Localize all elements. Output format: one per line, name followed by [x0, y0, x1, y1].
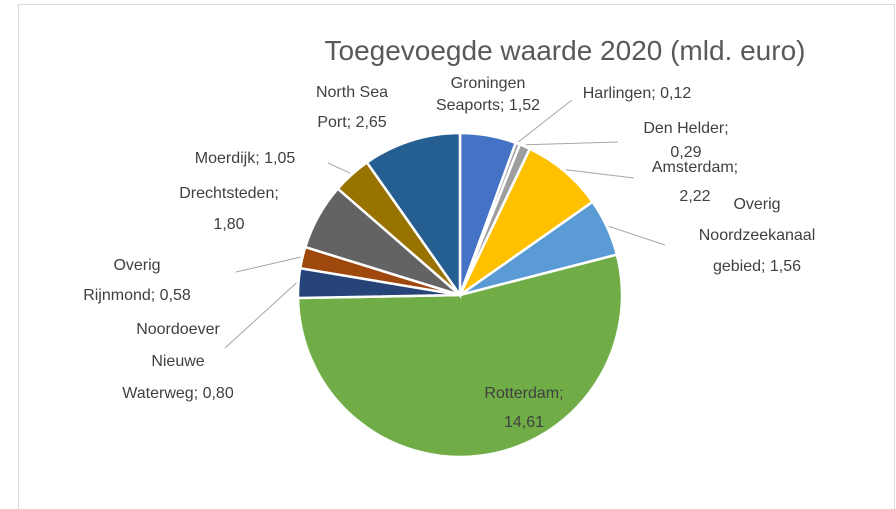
leader-line: [608, 225, 666, 246]
leader-line: [224, 282, 297, 349]
leader-line: [235, 256, 301, 273]
leader-line: [518, 99, 573, 143]
chart-title: Toegevoegde waarde 2020 (mld. euro): [325, 35, 806, 66]
data-label: Rotterdam; 14,61: [484, 385, 563, 431]
data-label: Overig Rijnmond; 0,58: [83, 257, 191, 304]
pie-slice: [296, 253, 624, 459]
leader-line: [327, 162, 351, 174]
data-label: Groningen Seaports; 1,52: [436, 75, 540, 114]
data-label: Drechtsteden; 1,80: [179, 185, 279, 233]
data-label: Overig Noordzeekanaal gebied; 1,56: [699, 196, 816, 275]
data-label: Harlingen; 0,12: [583, 85, 692, 102]
data-label: North Sea Port; 2,65: [316, 84, 388, 131]
data-label: Noordoever Nieuwe Waterweg; 0,80: [122, 321, 234, 402]
leader-line: [525, 141, 619, 146]
leader-line: [565, 169, 635, 179]
data-label: Den Helder; 0,29: [643, 120, 728, 161]
data-label: Amsterdam; 2,22: [652, 159, 738, 205]
data-label: Moerdijk; 1,05: [195, 150, 296, 167]
pie-slice: [365, 131, 462, 299]
